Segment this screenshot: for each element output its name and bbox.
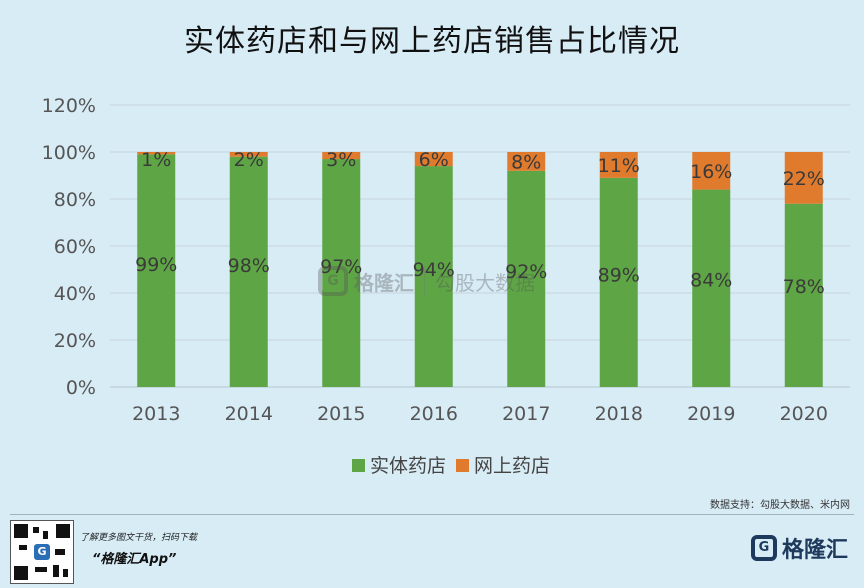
x-tick-label: 2020 (780, 403, 828, 425)
data-label: 99% (135, 254, 177, 276)
watermark-secondary: 勾股大数据 (435, 270, 535, 295)
watermark-divider (424, 266, 425, 296)
bar-segment (599, 152, 638, 178)
y-tick-label: 60% (54, 236, 96, 258)
data-label: 1% (141, 149, 171, 171)
data-label: 98% (228, 255, 270, 277)
bar-segment (692, 152, 731, 190)
data-source-note: 数据支持：勾股大数据、米内网 (710, 500, 850, 511)
y-tick-label: 120% (42, 95, 96, 117)
y-tick-label: 20% (54, 330, 96, 352)
watermark-brand: 格隆汇 (354, 270, 414, 295)
footer-divider (10, 514, 854, 515)
y-tick-label: 80% (54, 189, 96, 211)
promo-text: 了解更多图文干货，扫码下载 (80, 533, 198, 543)
bar-segment (414, 152, 453, 167)
bar-segment (692, 189, 731, 387)
chart-title: 实体药店和与网上药店销售占比情况 (184, 24, 680, 59)
qr-code[interactable]: G (10, 520, 74, 584)
data-label: 2% (234, 149, 264, 171)
bar-segment (784, 152, 823, 204)
data-label: 78% (783, 276, 825, 298)
data-label: 94% (413, 259, 455, 281)
bar-segment (137, 154, 176, 387)
data-label: 6% (419, 149, 449, 171)
bar-segment (322, 159, 361, 387)
bars: 99%1%98%2%97%3%94%6%92%8%89%11%84%16%78%… (135, 149, 825, 387)
qr-logo-icon: G (34, 544, 50, 560)
x-tick-label: 2015 (317, 403, 365, 425)
y-tick-label: 0% (66, 377, 96, 399)
data-label: 3% (326, 149, 356, 171)
bar-segment (507, 170, 546, 387)
watermark-logo-icon: G (318, 266, 348, 296)
watermark: G 格隆汇 勾股大数据 (318, 266, 535, 296)
y-axis: 0% 20% 40% 60% 80% 100% 120% (42, 95, 96, 399)
legend-swatch (456, 459, 469, 472)
data-label: 92% (505, 261, 547, 283)
y-tick-label: 100% (42, 142, 96, 164)
data-label: 89% (598, 264, 640, 286)
bar-segment (322, 152, 361, 160)
bar-segment (137, 152, 176, 155)
bar-segment (229, 156, 268, 387)
legend-label: 网上药店 (474, 455, 550, 477)
x-tick-label: 2019 (687, 403, 735, 425)
data-label: 11% (598, 155, 640, 177)
promo-app-name: “格隆汇App” (92, 552, 177, 567)
x-tick-label: 2017 (502, 403, 550, 425)
data-label: 16% (690, 161, 732, 183)
x-tick-label: 2013 (132, 403, 180, 425)
x-tick-label: 2016 (410, 403, 458, 425)
bar-segment (414, 166, 453, 387)
brand-logo[interactable]: G 格隆汇 (750, 532, 848, 564)
brand-icon: G (750, 535, 777, 561)
data-label: 22% (783, 168, 825, 190)
legend-swatch (352, 459, 365, 472)
x-tick-label: 2018 (595, 403, 643, 425)
data-label: 84% (690, 270, 732, 292)
stacked-bar-chart: 0%20%40%60%80%100%120% 99%1%98%2%97%3%94… (42, 95, 850, 477)
gridlines (110, 104, 850, 388)
bar-segment (784, 203, 823, 387)
brand-name: 格隆汇 (781, 538, 848, 563)
bar-segment (599, 177, 638, 387)
legend-label: 实体药店 (370, 455, 446, 477)
bar-segment (229, 152, 268, 157)
y-tick-label: 40% (54, 283, 96, 305)
x-tick-label: 2014 (225, 403, 273, 425)
bar-segment (507, 152, 546, 171)
legend: 实体药店 网上药店 (352, 455, 550, 477)
data-label: 8% (511, 151, 541, 173)
x-axis: 2013 2014 2015 2016 2017 2018 2019 2020 (132, 403, 828, 425)
